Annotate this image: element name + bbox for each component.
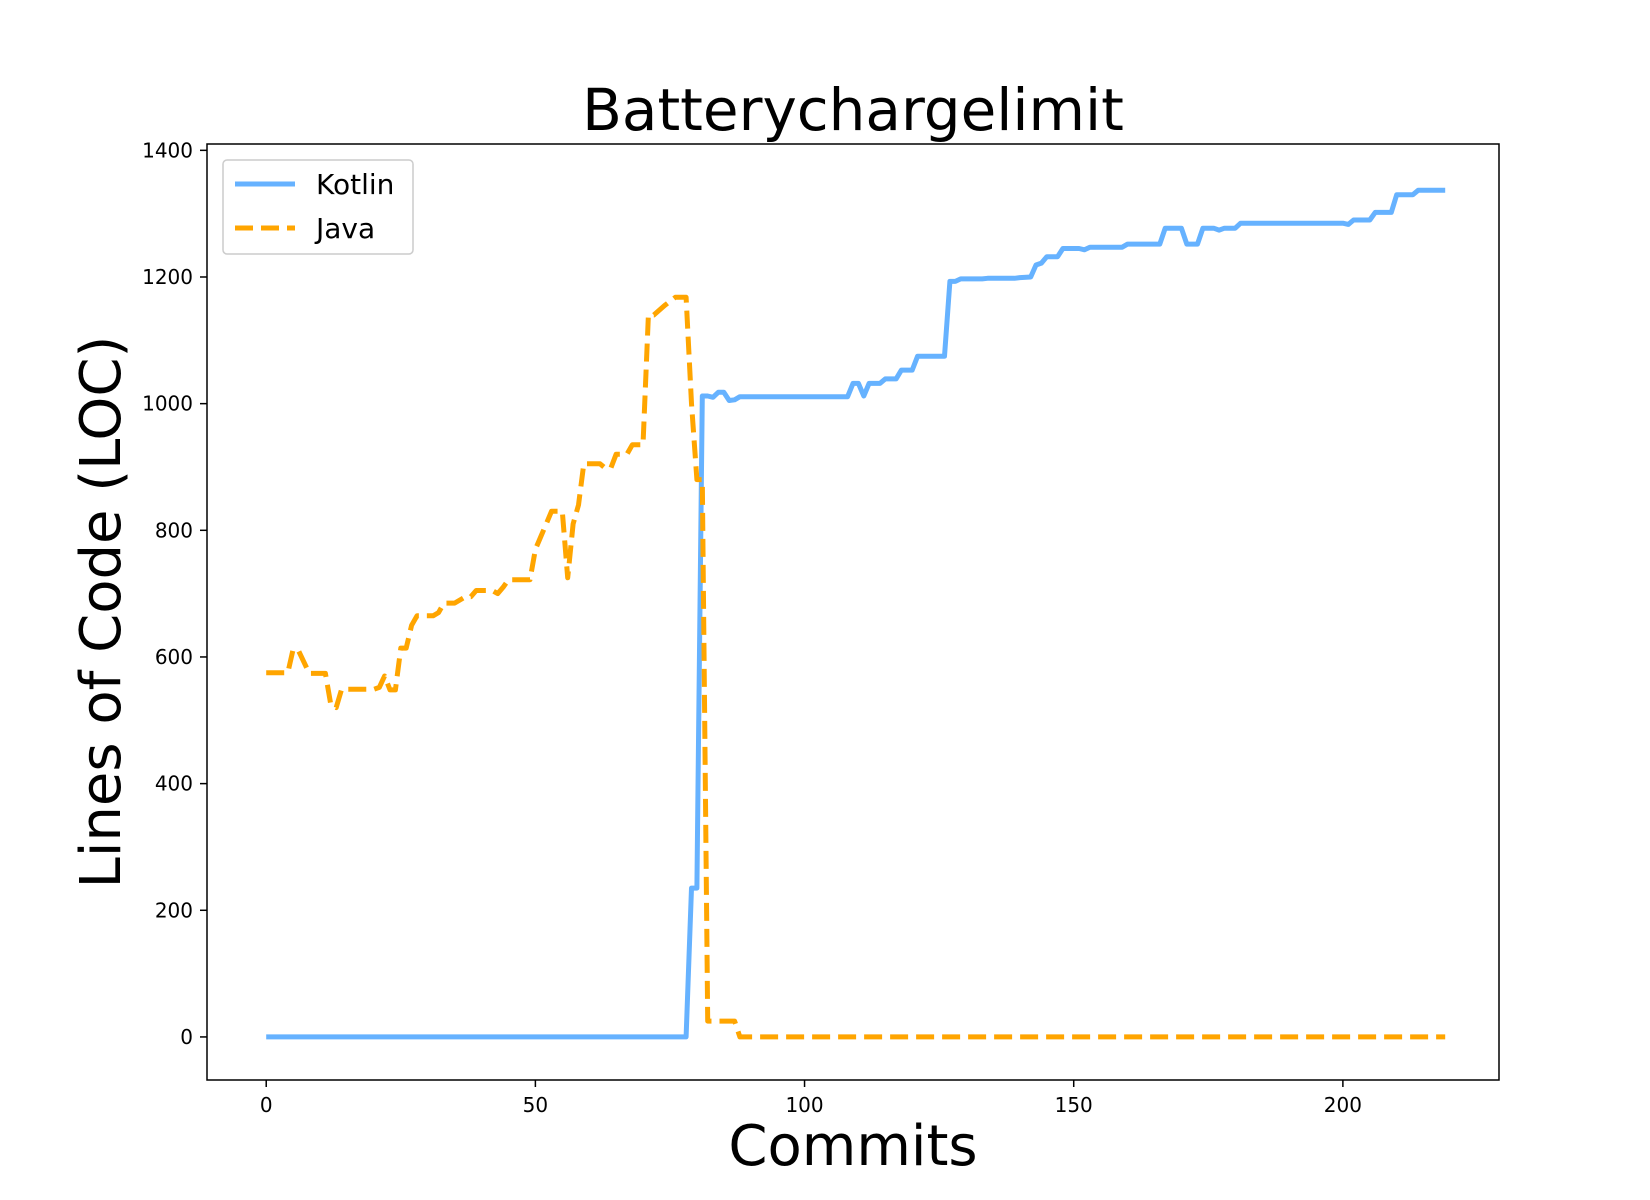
y-tick-label: 200 [155,898,193,922]
x-axis-title: Commits [728,1114,977,1179]
y-tick-label: 1000 [142,392,193,416]
x-tick-label: 50 [523,1093,548,1117]
x-tick-label: 200 [1324,1093,1362,1117]
x-tick-label: 100 [785,1093,823,1117]
y-tick-label: 1200 [142,265,193,289]
series-line-java [266,294,1446,1040]
y-tick-label: 1400 [142,138,193,162]
series-line-kotlin [266,187,1446,1040]
legend: Kotlin Java [222,159,414,255]
plot-frame [206,143,1500,1081]
plot-lines [266,187,1446,1040]
y-tick-label: 600 [155,645,193,669]
chart-title: Batterychargelimit [582,76,1124,144]
y-tick-label: 0 [180,1025,193,1049]
y-tick-label: 400 [155,772,193,796]
legend-label-java: Java [314,212,375,245]
x-axis-ticks: 0 50 100 150 200 [260,1080,1362,1117]
y-axis-title: Lines of Code (LOC) [69,336,134,889]
x-tick-label: 0 [260,1093,273,1117]
x-tick-label: 150 [1055,1093,1093,1117]
y-tick-label: 800 [155,518,193,542]
y-axis-ticks: 0 200 400 600 800 1000 1200 1400 [142,138,207,1049]
legend-label-kotlin: Kotlin [316,168,394,201]
